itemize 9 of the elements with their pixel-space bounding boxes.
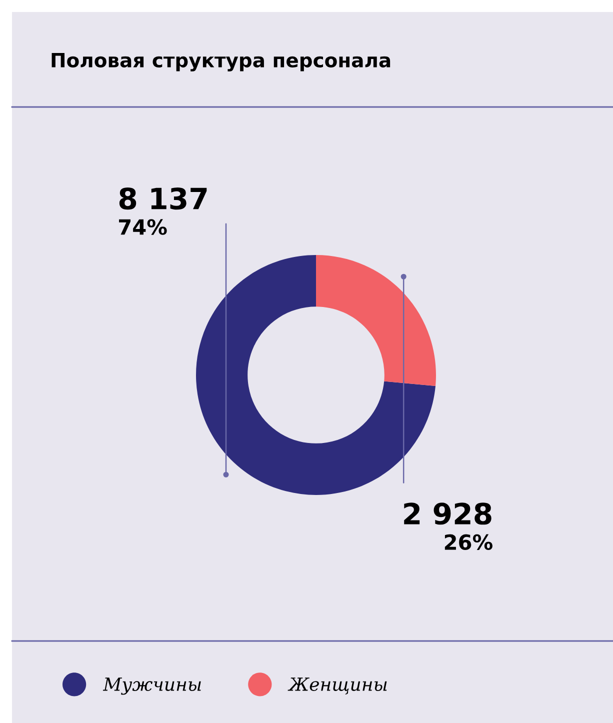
legend-label: Мужчины bbox=[102, 678, 201, 695]
data-label: 8 137 bbox=[119, 188, 207, 210]
text: 74% bbox=[119, 219, 167, 235]
chart-title: Половая структура персонала bbox=[52, 53, 390, 72]
legend-label: Женщины bbox=[288, 678, 387, 694]
text: 26% bbox=[444, 534, 492, 550]
data-label: 2 928 bbox=[404, 502, 492, 525]
donut-slice bbox=[196, 255, 436, 495]
donut-slice bbox=[316, 255, 436, 386]
